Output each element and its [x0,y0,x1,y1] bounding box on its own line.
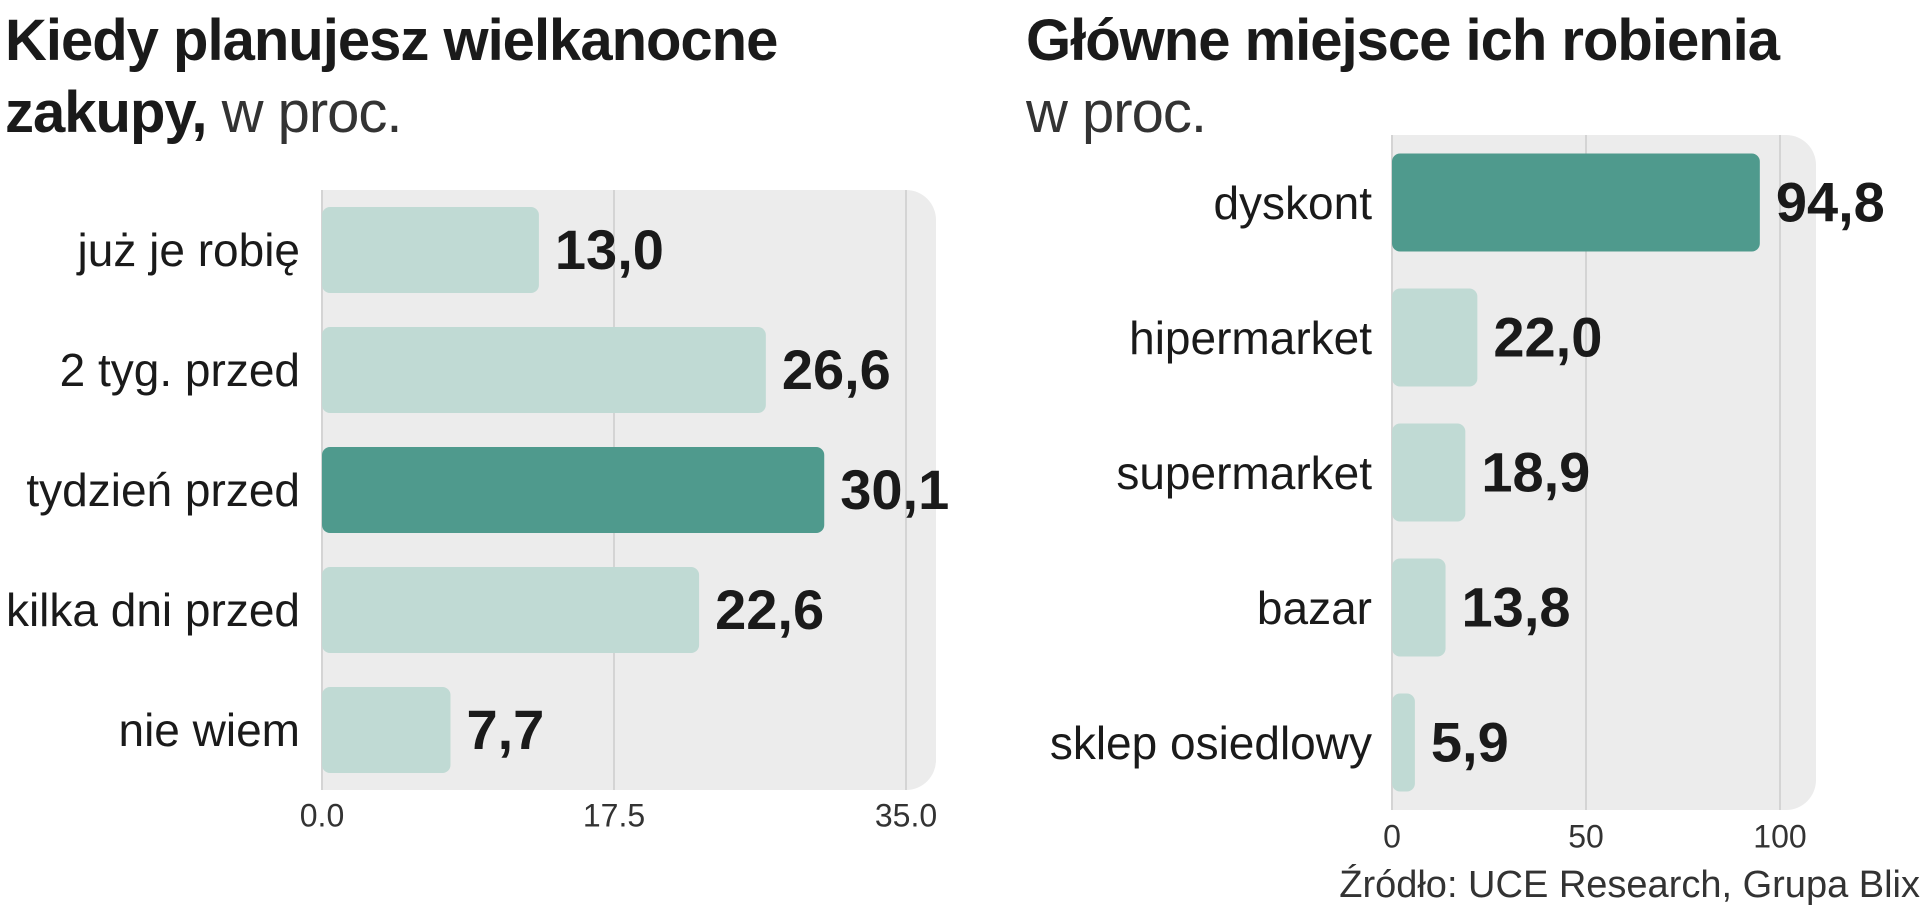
bar [1392,288,1478,387]
x-tick-label: 35.0 [875,797,937,833]
category-label: nie wiem [118,704,300,756]
bar [1392,558,1446,657]
source: Źródło: UCE Research, Grupa Blix [1339,864,1920,906]
value-label: 22,0 [1493,305,1602,368]
value-label: 13,8 [1462,575,1571,638]
chart-title: Główne miejsce ich robienia [1026,8,1780,73]
chart-title: Kiedy planujesz wielkanocne zakupy, [5,8,778,145]
category-label: już je robię [77,224,300,276]
category-label: sklep osiedlowy [1049,716,1372,769]
category-label: bazar [1256,581,1372,634]
bar [322,447,825,533]
chart-title-block: Kiedy planujesz wielkanocne zakupy, w pr… [5,5,905,149]
bar [322,207,539,293]
category-label: supermarket [1116,446,1372,499]
bar [1392,693,1415,792]
bar [1392,423,1466,522]
x-tick-label: 0 [1383,818,1401,854]
category-label: dyskont [1213,176,1372,229]
bar [322,687,451,773]
x-tick-label: 100 [1753,818,1806,854]
x-tick-label: 50 [1568,818,1604,854]
category-label: kilka dni przed [5,584,300,636]
x-tick-label: 17.5 [583,797,645,833]
value-label: 5,9 [1431,710,1509,773]
chart-subtitle: w proc. [221,80,403,145]
bar [322,327,766,413]
plot-background [1392,135,1816,810]
value-label: 30,1 [840,458,949,521]
value-label: 94,8 [1776,170,1885,233]
value-label: 7,7 [466,698,544,761]
value-label: 26,6 [782,338,891,401]
category-label: tydzień przed [26,464,300,516]
x-tick-label: 0.0 [300,797,344,833]
value-label: 13,0 [555,218,664,281]
bar [1392,153,1760,252]
category-label: hipermarket [1129,311,1372,364]
bar [322,567,700,653]
value-label: 22,6 [715,578,824,641]
category-label: 2 tyg. przed [59,344,300,396]
chart-subtitle: w proc. [1026,80,1207,145]
chart-title-block: Główne miejsce ich robienia w proc. [1026,5,1920,149]
value-label: 18,9 [1481,440,1590,503]
